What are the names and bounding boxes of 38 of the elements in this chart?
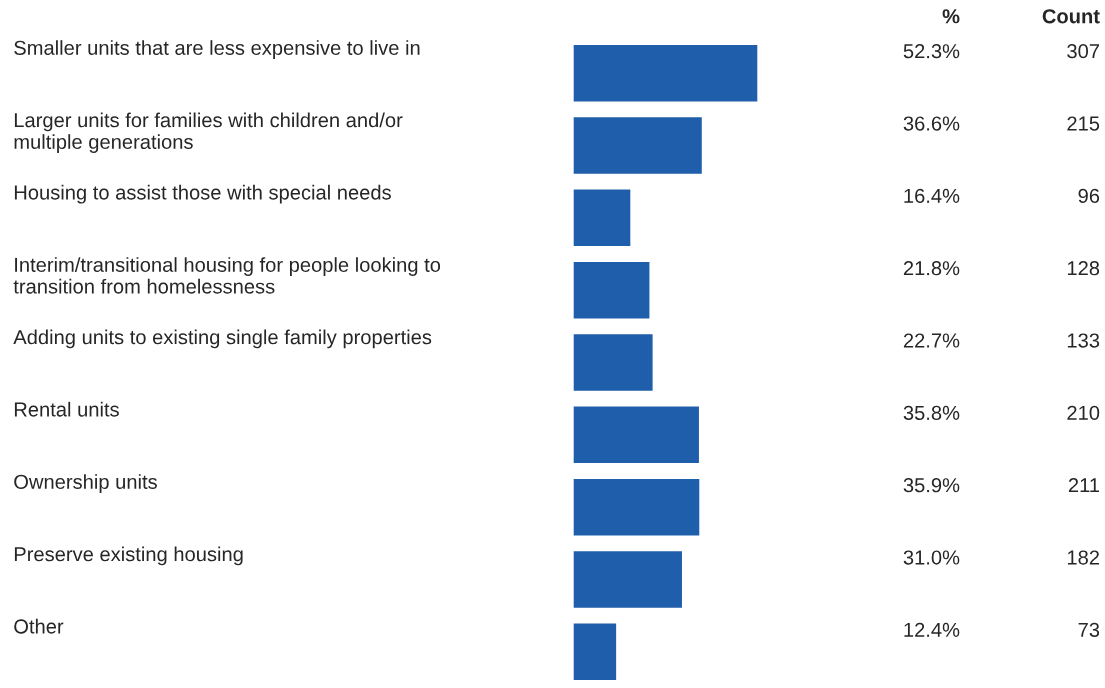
text: Count bbox=[1042, 9, 1100, 24]
y-tick-label: Ownership units bbox=[14, 474, 157, 493]
data-label: 22.7% bbox=[903, 333, 960, 348]
data-label: 36.6% bbox=[903, 116, 960, 131]
bar bbox=[573, 405, 701, 465]
y-tick-label: Housing to assist those with special needs bbox=[14, 184, 391, 204]
text: 211 bbox=[1068, 478, 1100, 493]
data-label: 31.0% bbox=[903, 550, 960, 565]
data-label: 35.9% bbox=[903, 478, 960, 493]
text: % bbox=[942, 9, 960, 24]
y-tick-label: Larger units for families with children and/or multiple generations bbox=[14, 112, 403, 153]
data-label: 35.8% bbox=[903, 405, 960, 420]
bar bbox=[573, 188, 632, 248]
text: 210 bbox=[1067, 405, 1100, 420]
text: 73 bbox=[1078, 622, 1100, 637]
data-label: 16.4% bbox=[904, 188, 960, 203]
bar bbox=[573, 332, 654, 393]
y-tick-label: Adding units to existing single family properties bbox=[13, 329, 432, 349]
bar bbox=[573, 622, 618, 682]
y-tick-label: Preserve existing housing bbox=[14, 546, 243, 566]
text: 96 bbox=[1078, 188, 1100, 203]
y-tick-label: Interim/transitional housing for people looking to transition from homelessness bbox=[13, 257, 441, 294]
data-label: 52.3% bbox=[903, 44, 960, 59]
bar bbox=[573, 115, 704, 176]
y-tick-label: Rental units bbox=[14, 401, 119, 417]
bar bbox=[573, 477, 701, 537]
text: 128 bbox=[1067, 261, 1100, 276]
y-tick-label: Smaller units that are less expensive to live in bbox=[14, 40, 420, 59]
y-tick-label: Other bbox=[14, 618, 64, 634]
text: 307 bbox=[1067, 44, 1099, 59]
bar bbox=[573, 260, 651, 320]
data-label: 21.8% bbox=[903, 261, 960, 276]
text: 215 bbox=[1067, 116, 1100, 131]
text: 182 bbox=[1067, 550, 1099, 565]
data-label: 12.4% bbox=[904, 622, 960, 637]
bar bbox=[573, 549, 684, 610]
bar bbox=[573, 43, 758, 103]
text: 133 bbox=[1067, 333, 1100, 348]
